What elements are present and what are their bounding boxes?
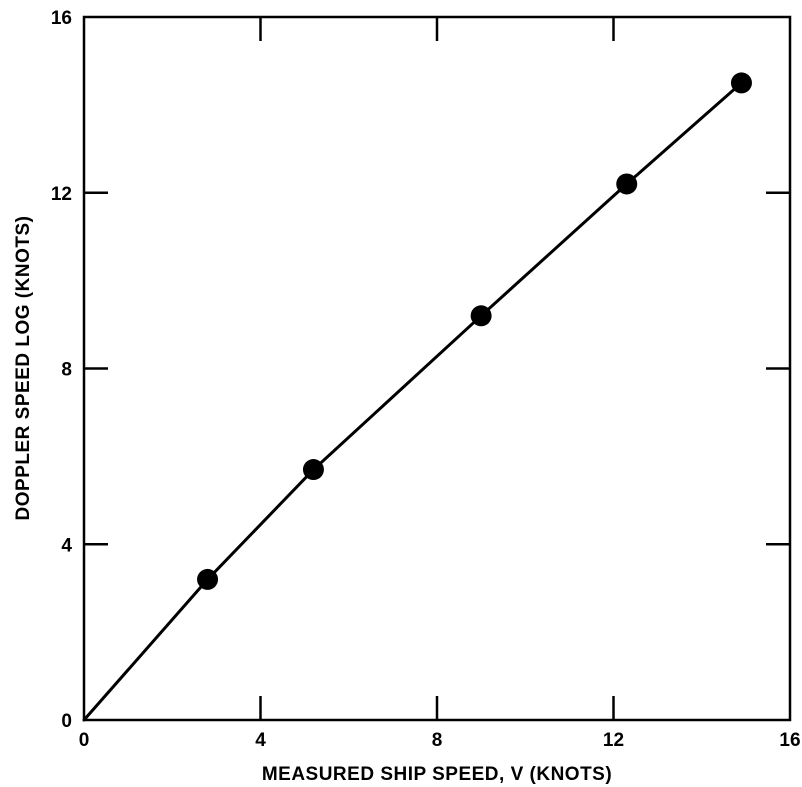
series-layer: [82, 72, 752, 722]
tick-labels-layer: 0 4 8 12 16 0 4 8 12 16: [51, 8, 801, 751]
y-tick-label: 16: [51, 8, 72, 29]
data-point: [197, 568, 219, 590]
data-point: [302, 459, 324, 481]
data-point: [470, 305, 492, 327]
data-point: [616, 173, 638, 195]
y-tick-label: 4: [61, 535, 72, 556]
x-tick-label: 8: [432, 730, 443, 751]
x-tick-label: 0: [79, 730, 90, 751]
ticks-layer: [84, 17, 790, 720]
x-tick-label: 16: [779, 730, 800, 751]
plot-frame: [82, 15, 792, 722]
y-tick-label: 8: [61, 360, 72, 381]
x-tick-label: 4: [255, 730, 266, 751]
data-point: [730, 72, 752, 94]
x-axis-title: MEASURED SHIP SPEED, V (KNOTS): [262, 764, 612, 785]
x-tick-label: 12: [603, 730, 624, 751]
y-tick-label: 0: [61, 711, 72, 732]
y-axis-title: DOPPLER SPEED LOG (KNOTS): [13, 216, 34, 521]
y-tick-label: 12: [51, 184, 72, 205]
fit-line: [82, 81, 743, 722]
